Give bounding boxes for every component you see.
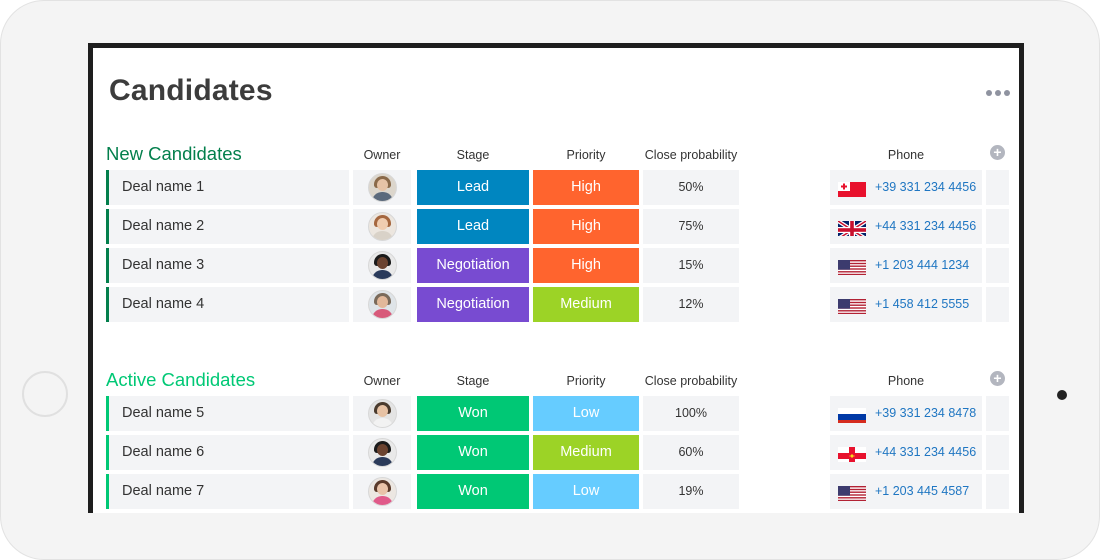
- stage-status[interactable]: Lead: [417, 170, 529, 205]
- column-header-close-probability[interactable]: Close probability: [644, 148, 738, 162]
- phone-cell[interactable]: +44 331 234 4456: [830, 435, 982, 470]
- uk-flag-icon: [838, 218, 866, 236]
- phone-number[interactable]: +1 203 444 1234: [875, 258, 970, 272]
- empty-cell: [986, 435, 1009, 470]
- column-header-phone[interactable]: Phone: [887, 374, 925, 388]
- owner-cell: [353, 209, 411, 244]
- table-row: Deal name 7 Won Low 19% +1 203 445 4587: [93, 474, 1019, 509]
- owner-cell: [353, 474, 411, 509]
- owner-cell: [353, 396, 411, 431]
- column-header-close-probability[interactable]: Close probability: [644, 374, 738, 388]
- avatar[interactable]: [367, 290, 397, 319]
- column-header-stage[interactable]: Stage: [456, 148, 490, 162]
- group-title[interactable]: Active Candidates: [106, 369, 256, 390]
- deal-name-cell[interactable]: Deal name 5: [106, 396, 349, 431]
- add-column-icon[interactable]: +: [990, 145, 1005, 160]
- phone-number[interactable]: +39 331 234 4456: [875, 180, 977, 194]
- phone-number[interactable]: +1 203 445 4587: [875, 484, 970, 498]
- owner-cell: [353, 248, 411, 283]
- close-probability-cell[interactable]: 50%: [643, 170, 739, 205]
- more-options-icon[interactable]: [986, 86, 1012, 100]
- russia-flag-icon: [838, 405, 866, 423]
- stage-status[interactable]: Won: [417, 396, 529, 431]
- priority-status[interactable]: Low: [533, 396, 639, 431]
- column-header-owner[interactable]: Owner: [363, 374, 401, 388]
- close-probability-cell[interactable]: 60%: [643, 435, 739, 470]
- owner-cell: [353, 170, 411, 205]
- stage-status[interactable]: Won: [417, 474, 529, 509]
- close-probability-cell[interactable]: 12%: [643, 287, 739, 322]
- avatar[interactable]: [367, 438, 397, 467]
- column-header-owner[interactable]: Owner: [363, 148, 401, 162]
- deal-name-cell[interactable]: Deal name 7: [106, 474, 349, 509]
- us-flag-icon: [838, 257, 866, 275]
- deal-name-cell[interactable]: Deal name 1: [106, 170, 349, 205]
- owner-cell: [353, 435, 411, 470]
- phone-cell[interactable]: +1 203 444 1234: [830, 248, 982, 283]
- phone-number[interactable]: +1 458 412 5555: [875, 297, 970, 311]
- page-title: Candidates: [109, 74, 273, 107]
- empty-cell: [986, 209, 1009, 244]
- group-title[interactable]: New Candidates: [106, 143, 242, 164]
- priority-status[interactable]: Medium: [533, 435, 639, 470]
- close-probability-cell[interactable]: 100%: [643, 396, 739, 431]
- empty-cell: [986, 474, 1009, 509]
- table-row: Deal name 2 Lead High 75% +44 331 234 44…: [93, 209, 1019, 244]
- tonga-flag-icon: [838, 179, 866, 197]
- priority-status[interactable]: Medium: [533, 287, 639, 322]
- close-probability-cell[interactable]: 15%: [643, 248, 739, 283]
- stage-status[interactable]: Lead: [417, 209, 529, 244]
- avatar[interactable]: [367, 477, 397, 506]
- table-row: Deal name 1 Lead High 50% +39 331 234 44…: [93, 170, 1019, 205]
- phone-number[interactable]: +39 331 234 8478: [875, 406, 977, 420]
- stage-status[interactable]: Negotiation: [417, 287, 529, 322]
- close-probability-cell[interactable]: 19%: [643, 474, 739, 509]
- deal-name-cell[interactable]: Deal name 3: [106, 248, 349, 283]
- avatar[interactable]: [367, 212, 397, 241]
- home-button[interactable]: [22, 371, 68, 417]
- camera-dot: [1057, 390, 1067, 400]
- priority-status[interactable]: High: [533, 170, 639, 205]
- empty-cell: [986, 287, 1009, 322]
- table-row: Deal name 3 Negotiation High 15% +1 203 …: [93, 248, 1019, 283]
- column-header-stage[interactable]: Stage: [456, 374, 490, 388]
- empty-cell: [986, 396, 1009, 431]
- us-flag-icon: [838, 296, 866, 314]
- priority-status[interactable]: High: [533, 209, 639, 244]
- add-column-icon[interactable]: +: [990, 371, 1005, 386]
- phone-cell[interactable]: +1 203 445 4587: [830, 474, 982, 509]
- column-header-priority[interactable]: Priority: [566, 374, 606, 388]
- table-row: Deal name 6 Won Medium 60% +44 331 234 4…: [93, 435, 1019, 470]
- priority-status[interactable]: Low: [533, 474, 639, 509]
- deal-name-cell[interactable]: Deal name 2: [106, 209, 349, 244]
- deal-name-cell[interactable]: Deal name 6: [106, 435, 349, 470]
- phone-cell[interactable]: +1 458 412 5555: [830, 287, 982, 322]
- stage-status[interactable]: Negotiation: [417, 248, 529, 283]
- owner-cell: [353, 287, 411, 322]
- phone-number[interactable]: +44 331 234 4456: [875, 219, 977, 233]
- column-header-phone[interactable]: Phone: [887, 148, 925, 162]
- empty-cell: [986, 248, 1009, 283]
- avatar[interactable]: [367, 251, 397, 280]
- phone-cell[interactable]: +39 331 234 4456: [830, 170, 982, 205]
- us-flag-icon: [838, 483, 866, 501]
- avatar[interactable]: [367, 173, 397, 202]
- close-probability-cell[interactable]: 75%: [643, 209, 739, 244]
- avatar[interactable]: [367, 399, 397, 428]
- phone-cell[interactable]: +44 331 234 4456: [830, 209, 982, 244]
- deal-name-cell[interactable]: Deal name 4: [106, 287, 349, 322]
- table-row: Deal name 4 Negotiation Medium 12% +1 45…: [93, 287, 1019, 322]
- stage-status[interactable]: Won: [417, 435, 529, 470]
- priority-status[interactable]: High: [533, 248, 639, 283]
- board-screen: Candidates New Candidates Owner Stage Pr…: [88, 43, 1024, 513]
- phone-number[interactable]: +44 331 234 4456: [875, 445, 977, 459]
- empty-cell: [986, 170, 1009, 205]
- table-row: Deal name 5 Won Low 100% +39 331 234 847…: [93, 396, 1019, 431]
- guernsey-flag-icon: [838, 444, 866, 462]
- column-header-priority[interactable]: Priority: [566, 148, 606, 162]
- phone-cell[interactable]: +39 331 234 8478: [830, 396, 982, 431]
